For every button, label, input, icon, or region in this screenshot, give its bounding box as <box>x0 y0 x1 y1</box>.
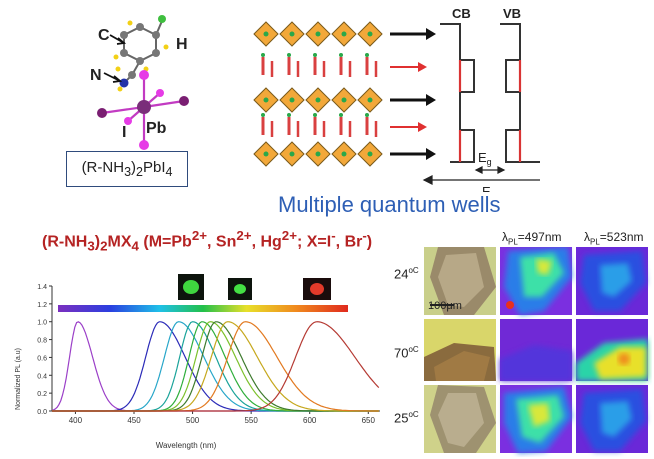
octahedron-center <box>341 31 347 37</box>
y-axis-label: Normalized PL (a.u) <box>15 348 22 410</box>
spacer-head <box>339 113 343 117</box>
spacer-arrow-head <box>418 122 427 132</box>
scale-bar-label: 100μm <box>428 300 462 312</box>
spacer-head <box>313 113 317 117</box>
spacer-head <box>313 53 317 57</box>
octahedron-center <box>315 97 321 103</box>
map-header-497: λPL=497nm <box>502 230 562 247</box>
octahedron-center <box>315 31 321 37</box>
temperature-label-24: 24oC <box>394 266 419 282</box>
layer-arrow-head <box>426 148 436 160</box>
y-tick-label: 0.2 <box>37 391 47 398</box>
octahedron-center <box>263 31 269 37</box>
formula-box: (R-NH3)2PbI4 <box>66 151 188 187</box>
pl-map-523-25 <box>576 385 648 453</box>
atom-label-c: C <box>98 27 110 44</box>
octahedron-center <box>263 97 269 103</box>
octahedron-center <box>315 151 321 157</box>
temperature-label-70: 70oC <box>394 345 419 361</box>
spacer-head <box>287 113 291 117</box>
pl-map-497-70 <box>500 319 572 381</box>
atom-label-pb: Pb <box>146 120 167 137</box>
compound-series-title: (R-NH3)2MX4 (M=Pb2+, Sn2+, Hg2+; X=I-, B… <box>42 228 373 254</box>
spacer-head <box>261 53 265 57</box>
octahedron-center <box>341 97 347 103</box>
x-tick-label: 400 <box>69 416 83 425</box>
y-tick-label: 0.4 <box>37 373 47 380</box>
octahedron-center <box>367 31 373 37</box>
octahedron-center <box>367 151 373 157</box>
y-tick-label: 0.0 <box>37 409 47 416</box>
pl-map-grid: 100μm <box>424 247 648 453</box>
atom-label-h: H <box>176 36 188 53</box>
spacer-head <box>365 113 369 117</box>
octahedron-center <box>289 31 295 37</box>
pl-map-523-24 <box>576 247 648 315</box>
band-label-vb: VB <box>503 6 521 21</box>
pl-spectra-chart: 0.0 0.2 0.4 0.6 0.8 1.0 1.2 1.4 400 450 500 550 600 6… <box>15 274 380 450</box>
spacer-head <box>287 53 291 57</box>
organic-cation-structure: C H N I Pb <box>90 15 189 150</box>
temperature-label-25: 25oC <box>394 410 419 426</box>
octahedron-center <box>263 151 269 157</box>
octahedron-center <box>289 151 295 157</box>
atom-label-i: I <box>122 124 126 141</box>
y-tick-label: 0.6 <box>37 355 47 362</box>
spacer-head <box>261 113 265 117</box>
pl-curve-508 <box>52 321 379 412</box>
spacer-arrow-head <box>418 62 427 72</box>
spacer-head <box>339 53 343 57</box>
pl-map-497-25 <box>500 385 572 453</box>
x-axis-label: Wavelength (nm) <box>156 441 217 450</box>
mqw-title: Multiple quantum wells <box>278 192 501 217</box>
perovskite-layers-diagram <box>253 21 436 167</box>
x-tick-label: 550 <box>244 416 258 425</box>
octahedron-center <box>289 97 295 103</box>
color-spectrum-bar <box>58 305 348 312</box>
pl-map-523-70 <box>576 319 648 381</box>
band-diagram: CB VB Eg E <box>422 6 540 192</box>
layer-arrow-head <box>426 94 436 106</box>
x-tick-label: 600 <box>303 416 317 425</box>
optical-image-70 <box>424 319 496 381</box>
optical-image-24 <box>424 247 496 315</box>
x-tick-label: 500 <box>186 416 200 425</box>
optical-image-25 <box>424 385 496 453</box>
band-label-e: E <box>482 184 491 192</box>
spacer-head <box>365 53 369 57</box>
x-tick-label: 650 <box>362 416 376 425</box>
octahedron-center <box>367 97 373 103</box>
y-tick-label: 0.8 <box>37 338 47 345</box>
map-header-523: λPL=523nm <box>584 230 644 247</box>
band-label-eg: Eg <box>478 150 492 167</box>
formula-text: (R-NH3)2PbI4 <box>81 159 173 179</box>
band-label-cb: CB <box>452 6 471 21</box>
pl-curve-606 <box>52 321 380 412</box>
y-tick-label: 1.4 <box>37 284 47 291</box>
layer-arrow-head <box>426 28 436 40</box>
y-tick-label: 1.0 <box>37 320 47 327</box>
atom-label-n: N <box>90 67 102 84</box>
y-tick-label: 1.2 <box>37 302 47 309</box>
octahedron-center <box>341 151 347 157</box>
pl-map-497-24 <box>500 247 572 315</box>
x-tick-label: 450 <box>127 416 141 425</box>
